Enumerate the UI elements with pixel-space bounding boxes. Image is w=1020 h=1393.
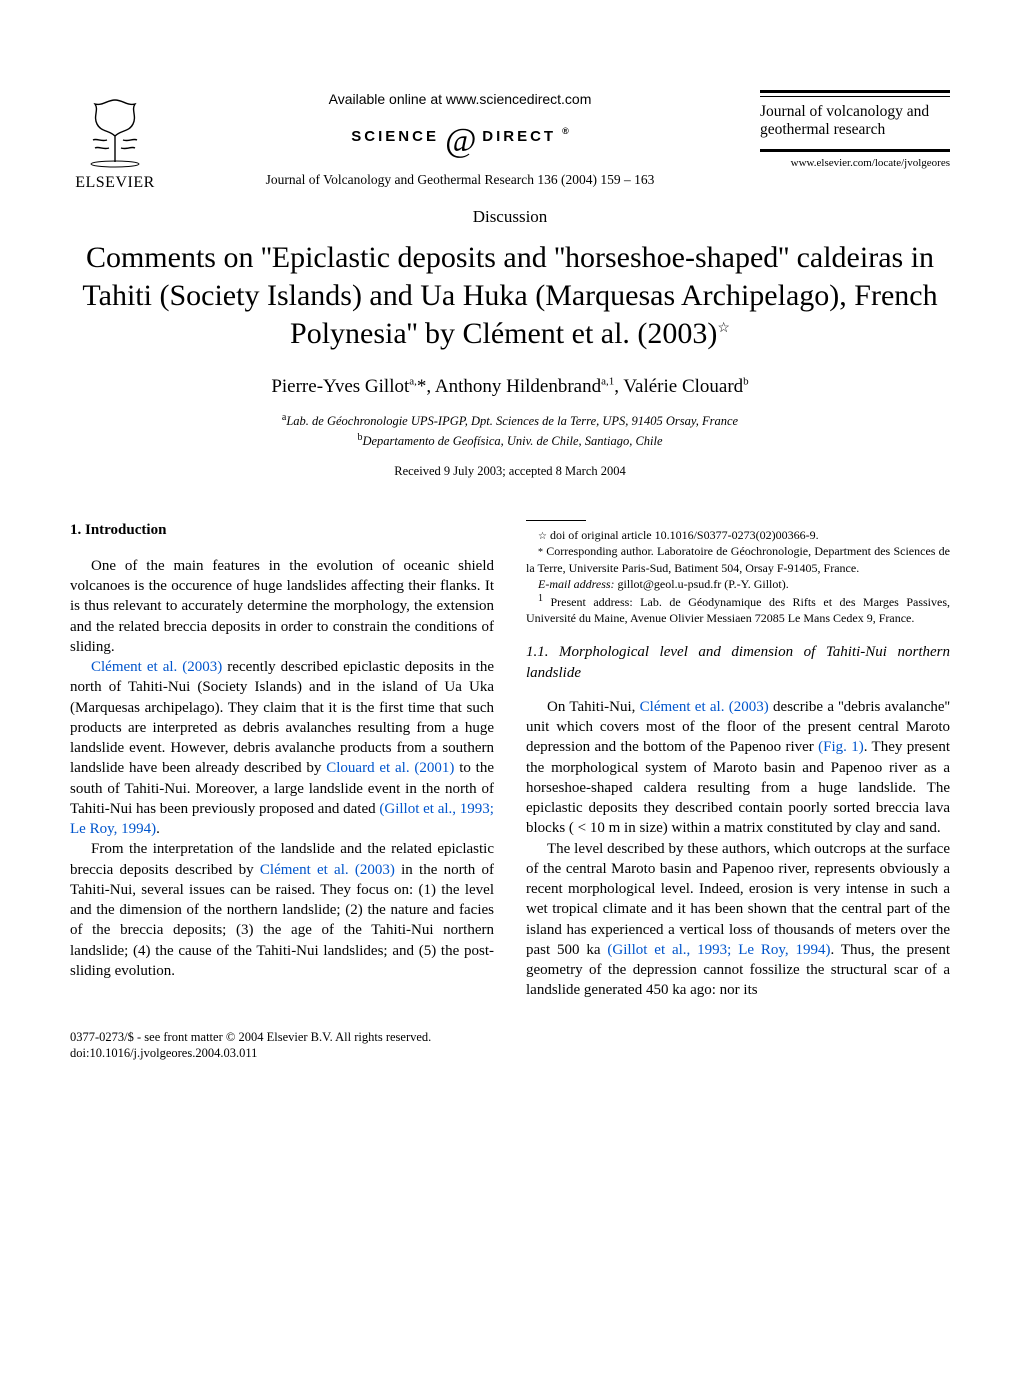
bottom-matter: 0377-0273/$ - see front matter © 2004 El…: [70, 1029, 950, 1063]
footnote-email-label: E-mail address:: [538, 577, 615, 591]
footnotes-block: ☆ doi of original article 10.1016/S0377-…: [526, 520, 950, 627]
para-1a: One of the main features in the evolutio…: [70, 556, 494, 657]
affiliation-b-text: Departamento de Geofísica, Univ. de Chil…: [362, 434, 662, 448]
affiliation-a: aLab. de Géochronologie UPS-IPGP, Dpt. S…: [70, 411, 950, 431]
para-1b-t3: .: [156, 821, 160, 837]
sd-registered: ®: [562, 125, 569, 137]
header-center: Available online at www.sciencedirect.co…: [160, 90, 760, 189]
para-1c-t2: in the north of Tahiti-Nui, several issu…: [70, 862, 494, 979]
section-1-heading: 1. Introduction: [70, 520, 494, 540]
header-rule-bottom: [760, 149, 950, 152]
article-type: Discussion: [70, 206, 950, 229]
para-11b: The level described by these authors, wh…: [526, 839, 950, 1001]
doi-line: doi:10.1016/j.jvolgeores.2004.03.011: [70, 1045, 950, 1062]
ref-gillot-1993-b[interactable]: (Gillot et al., 1993; Le Roy, 1994): [607, 942, 830, 958]
footnote-email: E-mail address: gillot@geol.u-psud.fr (P…: [526, 576, 950, 592]
para-1b-t1: recently described epiclastic deposits i…: [70, 659, 494, 776]
sd-left: SCIENCE: [351, 127, 439, 147]
footnote-email-text: gillot@geol.u-psud.fr (P.-Y. Gillot).: [615, 577, 789, 591]
footnote-rule: [526, 520, 586, 521]
authors-line: Pierre-Yves Gillota,*, Anthony Hildenbra…: [70, 374, 950, 400]
ref-clement-2003-a[interactable]: Clément et al. (2003): [91, 659, 222, 675]
copyright-line: 0377-0273/$ - see front matter © 2004 El…: [70, 1029, 950, 1046]
journal-url: www.elsevier.com/locate/jvolgeores: [760, 156, 950, 171]
article-dates: Received 9 July 2003; accepted 8 March 2…: [70, 463, 950, 480]
para-11a: On Tahiti-Nui, Clément et al. (2003) des…: [526, 697, 950, 839]
journal-title: Journal of volcanology and geothermal re…: [760, 103, 950, 139]
footnote-corresponding-text: Corresponding author. Laboratoire de Géo…: [526, 544, 950, 575]
science-direct-logo: SCIENCE @ DIRECT®: [190, 127, 730, 147]
footnote-star-icon: ☆: [538, 531, 547, 542]
sd-right: DIRECT: [482, 127, 556, 147]
ref-clement-2003-b[interactable]: Clément et al. (2003): [260, 862, 395, 878]
para-1b: Clément et al. (2003) recently described…: [70, 657, 494, 839]
ref-clouard-2001[interactable]: Clouard et al. (2001): [326, 760, 454, 776]
para-1c: From the interpretation of the landslide…: [70, 839, 494, 981]
footnote-doi-text: doi of original article 10.1016/S0377-02…: [547, 528, 819, 542]
journal-header: ELSEVIER Available online at www.science…: [70, 90, 950, 194]
section-1-1-heading: 1.1. Morphological level and dimension o…: [526, 642, 950, 683]
affiliations: aLab. de Géochronologie UPS-IPGP, Dpt. S…: [70, 411, 950, 450]
footnote-corresponding: * Corresponding author. Laboratoire de G…: [526, 543, 950, 576]
affiliation-a-text: Lab. de Géochronologie UPS-IPGP, Dpt. Sc…: [286, 415, 738, 429]
title-text: Comments on ''Epiclastic deposits and ''…: [82, 241, 937, 351]
footnote-present-address-text: Present address: Lab. de Géodynamique de…: [526, 595, 950, 625]
para-11a-t1: On Tahiti-Nui,: [547, 699, 640, 715]
header-right: Journal of volcanology and geothermal re…: [760, 90, 950, 170]
ref-fig-1[interactable]: (Fig. 1): [818, 739, 864, 755]
article-title: Comments on ''Epiclastic deposits and ''…: [80, 239, 940, 354]
journal-reference-line: Journal of Volcanology and Geothermal Re…: [190, 171, 730, 189]
publisher-name: ELSEVIER: [75, 172, 155, 194]
elsevier-tree-icon: [79, 90, 151, 168]
para-11b-t1: The level described by these authors, wh…: [526, 841, 950, 958]
publisher-logo: ELSEVIER: [70, 90, 160, 194]
body-columns: 1. Introduction One of the main features…: [70, 520, 950, 1001]
footnote-doi: ☆ doi of original article 10.1016/S0377-…: [526, 527, 950, 544]
title-star-icon: ☆: [717, 321, 730, 336]
affiliation-b: bDepartamento de Geofísica, Univ. de Chi…: [70, 431, 950, 451]
header-rule-top: [760, 90, 950, 97]
available-online-text: Available online at www.sciencedirect.co…: [190, 90, 730, 109]
footnote-present-address: 1 Present address: Lab. de Géodynamique …: [526, 592, 950, 626]
ref-clement-2003-c[interactable]: Clément et al. (2003): [640, 699, 769, 715]
